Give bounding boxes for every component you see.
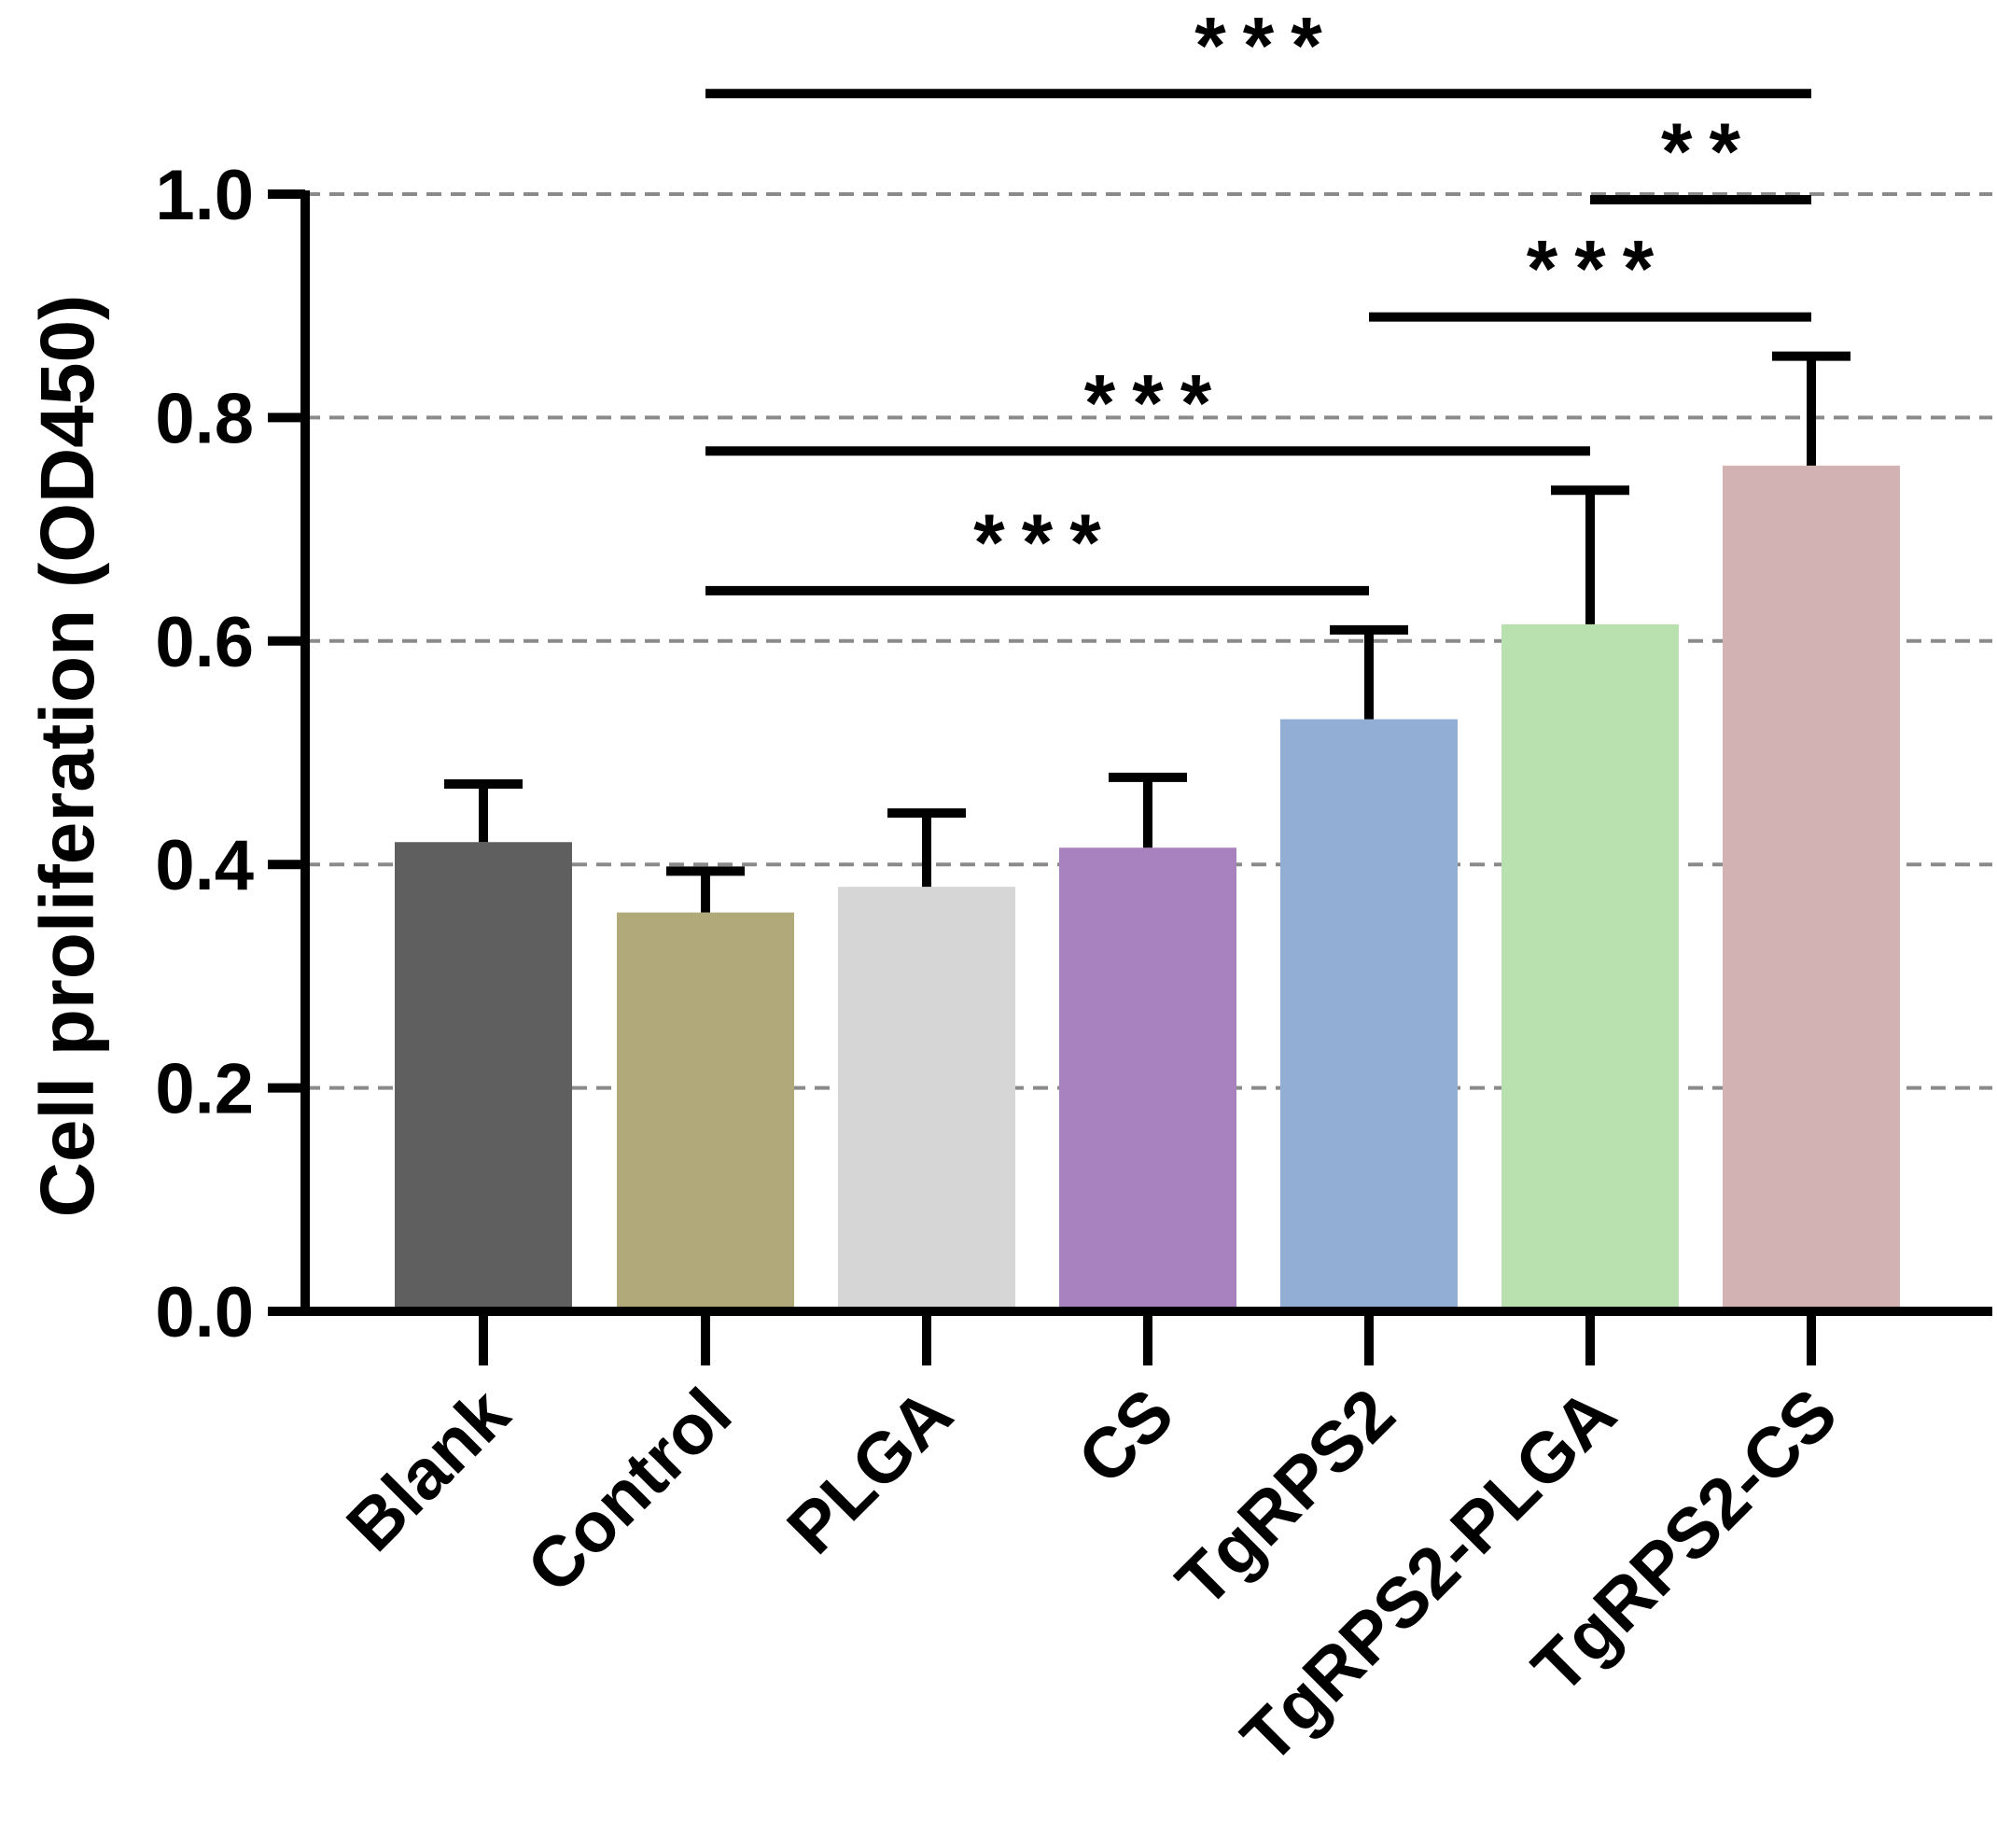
significance-3: **	[1590, 107, 1811, 204]
significance-1: ***	[705, 358, 1590, 456]
bar-tgrps2-cs	[1723, 465, 1900, 1312]
error-bar-cs	[1109, 772, 1187, 848]
bar-tgrps2-plga	[1501, 623, 1679, 1311]
bar-control	[617, 912, 794, 1311]
bar-blank	[395, 842, 572, 1311]
significance-label: **	[1661, 107, 1757, 197]
error-bar-tgrps2	[1330, 624, 1408, 720]
significance-label: ***	[1084, 358, 1228, 448]
y-tick-label: 0.4	[155, 826, 254, 905]
error-bar-plga	[887, 808, 966, 888]
y-tick-label: 1.0	[155, 156, 254, 235]
y-tick-label: 0.6	[155, 603, 254, 682]
error-bar-tgrps2-cs	[1772, 351, 1850, 466]
x-tick-label-cs: CS	[1063, 1374, 1189, 1500]
error-bar-tgrps2-plga	[1551, 485, 1629, 624]
error-bars	[444, 351, 1850, 913]
y-tick-label: 0.8	[155, 379, 254, 458]
significance-label: ***	[973, 498, 1117, 588]
bar-plga	[838, 887, 1015, 1311]
bar-cs	[1059, 847, 1236, 1311]
significance-label: ***	[1194, 1, 1338, 91]
y-tick-label: 0.0	[155, 1273, 254, 1352]
x-tick-label-blank: Blank	[332, 1373, 525, 1566]
x-tick-label-tgrps2-plga: TgRPS2-PLGA	[1227, 1374, 1631, 1778]
y-axis-ticks: 0.0 0.2 0.4 0.6 0.8 1.0	[155, 156, 305, 1352]
x-tick-label-plga: PLGA	[773, 1374, 968, 1569]
significance-2: ***	[1369, 225, 1811, 322]
significance-0: ***	[705, 498, 1369, 595]
error-bar-control	[666, 866, 745, 913]
gridlines	[305, 192, 1992, 1090]
y-axis-label: Cell proliferation (OD450)	[25, 295, 110, 1218]
significance-brackets: **************	[705, 1, 1811, 595]
y-tick-label: 0.2	[155, 1050, 254, 1129]
bars	[395, 465, 1900, 1312]
error-bar-blank	[444, 779, 523, 843]
significance-label: ***	[1527, 225, 1670, 315]
significance-4: ***	[705, 1, 1811, 99]
bar-tgrps2	[1280, 719, 1458, 1311]
x-tick-label-control: Control	[512, 1374, 747, 1608]
